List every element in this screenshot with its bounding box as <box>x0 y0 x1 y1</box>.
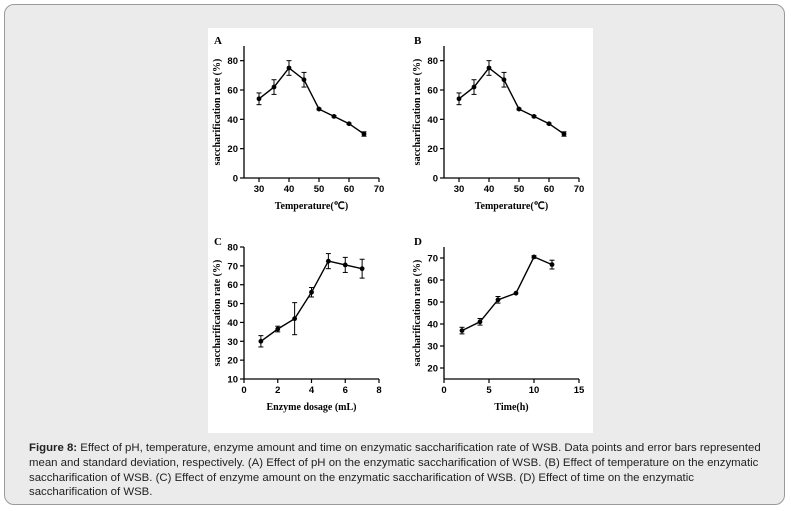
panel-a-x-tick-label: 50 <box>314 184 325 195</box>
panel-a-y-tick-label: 60 <box>227 86 238 97</box>
panel-a-x-tick-label: 70 <box>374 184 385 195</box>
panel-a-data-point <box>271 84 277 90</box>
panel-d-y-tick-label: 60 <box>427 276 438 287</box>
panel-c-x-tick-label: 0 <box>241 385 246 396</box>
panel-d-data-point <box>459 328 465 333</box>
panel-a-y-tick-label: 0 <box>233 174 238 185</box>
panel-a-x-tick-label: 30 <box>254 184 265 195</box>
panel-b-x-tick-label: 70 <box>574 184 585 195</box>
panel-b-data-point <box>471 84 477 90</box>
panel-a-x-tick-label: 40 <box>284 184 295 195</box>
panel-b-data-point <box>561 131 567 137</box>
panel-d-data-point <box>495 297 501 303</box>
panel-d-letter: D <box>414 236 422 248</box>
figure-panel-area: 0 20 40 60 80 30 40 50 60 70 Temperature(℃) sacchar… <box>208 28 593 433</box>
panel-b-x-tick-label: 30 <box>454 184 465 195</box>
panel-c-data-point <box>275 326 281 332</box>
panel-b-data-point <box>531 114 537 119</box>
panel-c-y-tick-label: 60 <box>227 280 238 291</box>
panel-a-data-point <box>256 96 262 102</box>
panel-c-y-tick-label: 30 <box>227 337 238 348</box>
panel-c-data-point <box>309 289 314 295</box>
panel-c-y-tick-label: 20 <box>227 356 238 367</box>
panel-a-data-point <box>346 121 352 127</box>
panel-b-x-tick-label: 50 <box>514 184 525 195</box>
panel-d-y-tick-label: 50 <box>427 298 438 309</box>
panel-c-y-tick-label: 80 <box>227 243 238 254</box>
caption-label: Figure 8: <box>29 442 78 454</box>
panel-d-data-point <box>549 262 555 267</box>
panel-c-x-tick-label: 4 <box>309 385 315 396</box>
panel-b-y-label: saccharification rate (%) <box>412 59 423 166</box>
panel-a-data-point <box>361 131 367 137</box>
panel-d-y-tick-label: 20 <box>427 364 438 375</box>
panel-d-data-point <box>513 290 519 296</box>
panel-d-x-tick-label: 0 <box>441 385 446 396</box>
panel-a-series-line <box>258 67 365 135</box>
panel-a-data-point <box>316 106 322 112</box>
panel-b-data-point <box>501 77 507 83</box>
panel-d-x-label: Time(h) <box>494 402 528 413</box>
panel-a-y-tick-label: 20 <box>227 144 238 155</box>
panel-c-x-tick-label: 8 <box>376 385 381 396</box>
panel-a-y-label: saccharification rate (%) <box>212 59 223 166</box>
panel-b-y-tick-label: 20 <box>427 144 438 155</box>
panel-d-y-tick-label: 70 <box>427 254 438 265</box>
panel-b-data-point <box>546 121 552 127</box>
panel-a-x-tick-label: 60 <box>344 184 355 195</box>
panel-a-y-tick-label: 40 <box>227 115 238 126</box>
panel-c-y-tick-label: 40 <box>227 318 238 329</box>
panel-c-y-tick-label: 10 <box>227 375 238 386</box>
panel-b-x-tick-label: 40 <box>484 184 495 195</box>
panel-d-x-tick-label: 5 <box>486 385 492 396</box>
panel-b-data-point <box>486 65 492 71</box>
panel-a-letter: A <box>214 35 222 47</box>
panel-d-data-point <box>531 254 537 260</box>
panel-b-series-line <box>458 67 565 135</box>
panel-b-x-label: Temperature(℃) <box>475 201 548 212</box>
panel-c-data-point <box>258 338 264 344</box>
panel-b-letter: B <box>414 35 422 47</box>
panel-b-data-point <box>516 106 522 112</box>
panel-a-data-point <box>331 114 337 119</box>
figure-frame: 0 20 40 60 80 30 40 50 60 70 Temperature(℃) sacchar… <box>4 4 785 505</box>
panel-d-y-label: saccharification rate (%) <box>412 260 423 367</box>
panel-d-x-tick-label: 10 <box>529 385 540 396</box>
panel-b-x-tick-label: 60 <box>544 184 555 195</box>
panel-a-data-point <box>286 65 292 71</box>
panel-c-y-tick-label: 50 <box>227 299 238 310</box>
panel-c-y-tick-label: 70 <box>227 261 238 272</box>
panel-a-y-tick-label: 80 <box>227 56 238 67</box>
panel-b-data-point <box>456 96 462 102</box>
panel-b-y-tick-label: 40 <box>427 115 438 126</box>
panel-c-x-tick-label: 6 <box>343 385 348 396</box>
panel-c-data-point <box>359 266 365 272</box>
panel-c-data-point <box>292 316 298 322</box>
panel-b-y-tick-label: 80 <box>427 56 438 67</box>
panel-b-y-tick-label: 60 <box>427 86 438 97</box>
panel-a-x-label: Temperature(℃) <box>275 201 348 212</box>
panel-c-y-label: saccharification rate (%) <box>212 260 223 367</box>
panel-d-data-point <box>477 319 483 325</box>
panel-d-series-line <box>461 255 553 332</box>
panel-c-x-tick-label: 2 <box>275 385 280 396</box>
panel-a-data-point <box>301 77 307 83</box>
caption-text: Effect of pH, temperature, enzyme amount… <box>29 442 761 499</box>
panel-b-y-tick-label: 0 <box>433 174 438 185</box>
panel-d-y-tick-label: 30 <box>427 342 438 353</box>
panel-d-y-tick-label: 40 <box>427 320 438 331</box>
panel-c-data-point <box>342 262 348 268</box>
panel-c-letter: C <box>214 236 222 248</box>
panel-d-x-tick-label: 15 <box>574 385 585 396</box>
panel-c-x-label: Enzyme dosage (mL) <box>267 402 357 413</box>
panel-c-data-point <box>325 258 331 264</box>
figure-caption: Figure 8: Effect of pH, temperature, enz… <box>29 441 774 500</box>
